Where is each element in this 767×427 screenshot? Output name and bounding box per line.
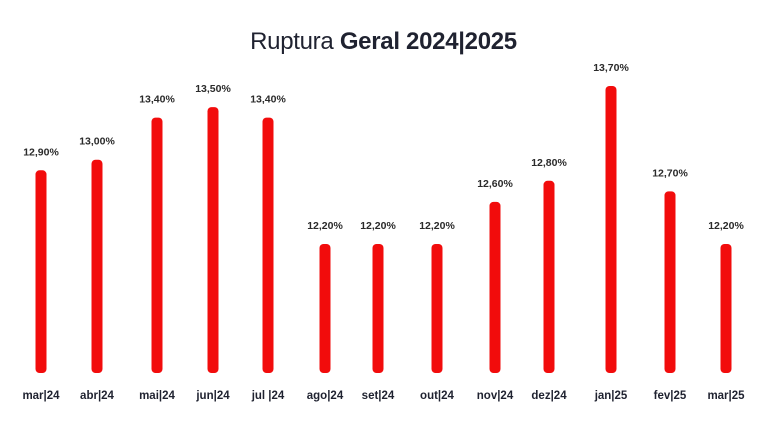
bar-value-label-8: 12,60%: [477, 178, 513, 190]
bar-5: [319, 244, 331, 373]
x-tick-label-7: out|24: [420, 390, 454, 402]
bar-value-label-10: 13,70%: [593, 62, 629, 74]
x-tick-label-9: dez|24: [531, 390, 567, 402]
bar-value-label-1: 13,00%: [79, 136, 115, 148]
x-tick-label-5: ago|24: [307, 390, 344, 402]
bar-9: [543, 180, 555, 373]
bar-value-label-2: 13,40%: [139, 94, 175, 106]
bar-10: [605, 86, 617, 373]
bar-value-label-4: 13,40%: [250, 94, 286, 106]
x-tick-label-12: mar|25: [707, 390, 745, 402]
bar-value-label-6: 12,20%: [360, 220, 396, 232]
x-tick-label-3: jun|24: [195, 390, 230, 402]
bar-0: [35, 170, 47, 373]
chart-title-prefix: Ruptura: [250, 28, 334, 55]
bar-12: [720, 244, 732, 373]
bar-7: [431, 244, 443, 373]
bar-2: [151, 117, 163, 373]
bar-value-label-3: 13,50%: [195, 83, 231, 95]
bar-3: [207, 107, 219, 374]
bar-11: [664, 191, 676, 373]
x-tick-label-1: abr|24: [80, 390, 115, 402]
x-tick-label-10: jan|25: [594, 390, 628, 402]
bar-value-label-7: 12,20%: [419, 220, 455, 232]
x-tick-label-0: mar|24: [22, 390, 60, 402]
chart-title: Ruptura Geral 2024|2025: [0, 28, 767, 56]
x-tick-label-6: set|24: [362, 390, 395, 402]
bar-value-label-11: 12,70%: [652, 167, 688, 179]
bar-6: [372, 244, 384, 373]
bar-4: [262, 117, 274, 373]
bar-value-label-0: 12,90%: [23, 146, 59, 158]
x-tick-label-2: mai|24: [139, 390, 175, 402]
x-tick-label-4: jul |24: [251, 390, 285, 402]
bar-value-label-12: 12,20%: [708, 220, 744, 232]
chart-title-bold: Geral 2024|2025: [339, 28, 517, 55]
x-tick-label-8: nov|24: [477, 390, 514, 402]
bar-value-label-9: 12,80%: [531, 157, 567, 169]
bar-1: [91, 159, 103, 373]
bar-8: [489, 201, 501, 373]
x-tick-label-11: fev|25: [654, 390, 687, 402]
bar-value-label-5: 12,20%: [307, 220, 343, 232]
